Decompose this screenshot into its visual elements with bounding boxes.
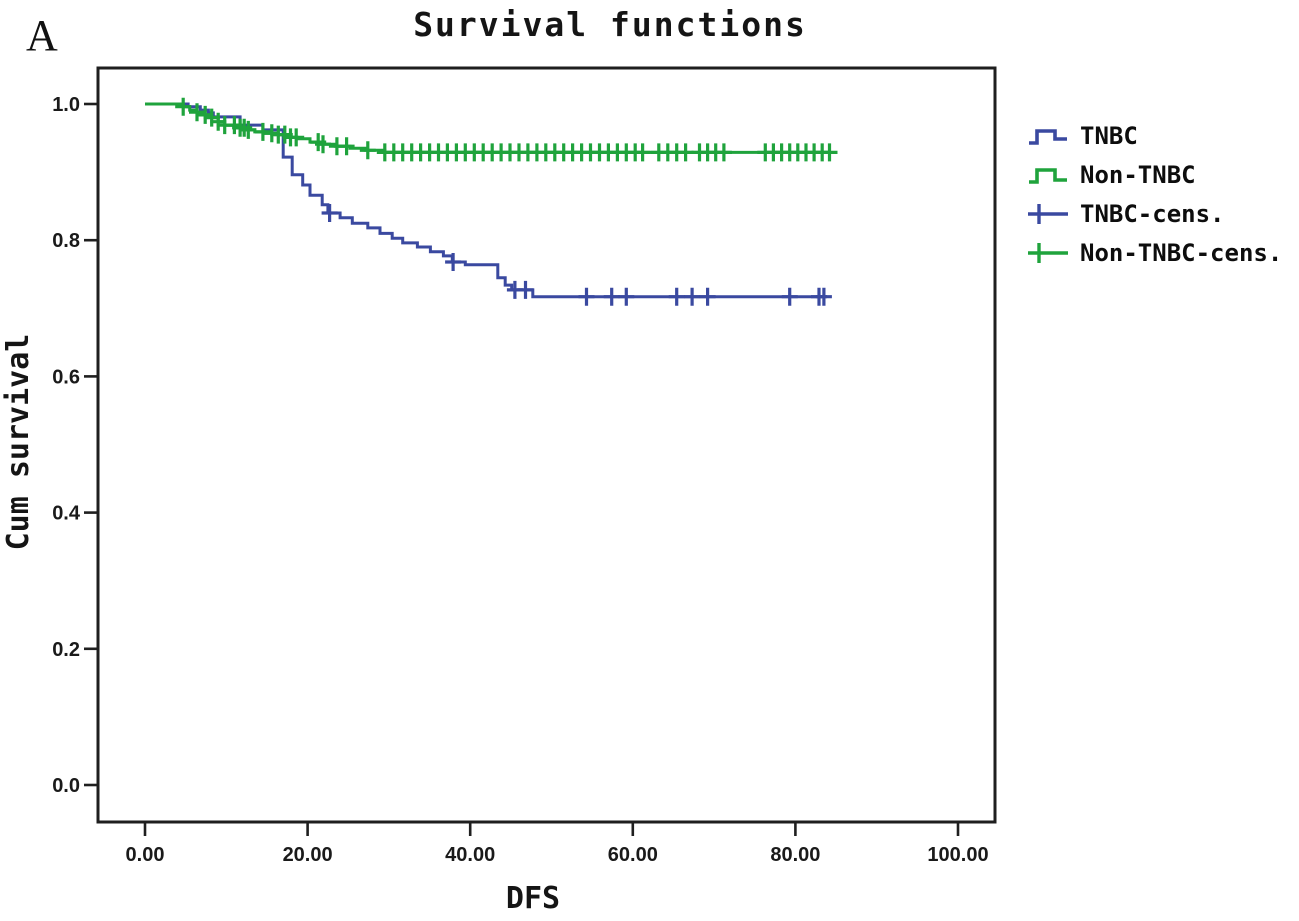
y-tick-label: 0.8 (52, 230, 80, 252)
y-tick-label: 0.6 (52, 366, 80, 388)
y-tick-label: 1.0 (52, 94, 80, 116)
censor-marks (175, 97, 838, 306)
censor-mark-non-tnbc (821, 143, 838, 162)
legend-label: TNBC (1080, 122, 1138, 150)
censor-mark-non-tnbc (359, 141, 376, 160)
y-axis-title: Cum survival (1, 334, 36, 551)
legend-item-non-tnbc: Non-TNBC (1026, 161, 1282, 189)
x-axis-ticks: 0.00 20.00 40.00 60.00 80.00 100.00 (126, 822, 989, 866)
censor-plus-icon (1028, 243, 1068, 263)
survival-curve-tnbc (145, 102, 825, 299)
legend-item-tnbc: TNBC (1026, 122, 1282, 150)
censor-mark-non-tnbc (189, 103, 205, 122)
x-tick-label: 80.00 (770, 844, 820, 866)
y-tick-label: 0.4 (52, 503, 81, 525)
censor-mark-non-tnbc (338, 137, 355, 156)
censor-mark-non-tnbc (634, 143, 651, 162)
censor-mark-non-tnbc (240, 120, 257, 139)
censor-mark-non-tnbc (715, 143, 732, 162)
x-tick-label: 20.00 (283, 844, 333, 866)
censor-mark-non-tnbc (677, 143, 694, 162)
legend-item-tnbc-cens: TNBC-cens. (1026, 200, 1282, 228)
censor-mark-tnbc (618, 287, 635, 306)
censor-mark-tnbc (699, 287, 716, 306)
chart-title: Survival functions (413, 5, 807, 44)
y-tick-label: 0.2 (52, 639, 80, 661)
y-axis-ticks: 1.0 0.8 0.6 0.4 0.2 0.0 (52, 94, 98, 797)
legend-label: Non-TNBC-cens. (1080, 239, 1283, 267)
x-tick-label: 60.00 (608, 844, 658, 866)
censor-plus-icon (1028, 204, 1068, 224)
plot-frame (96, 66, 997, 824)
x-tick-label: 100.00 (927, 844, 988, 866)
legend-item-non-tnbc-cens: Non-TNBC-cens. (1026, 239, 1282, 267)
censor-mark-tnbc (445, 253, 462, 271)
censor-mark-non-tnbc (288, 128, 305, 147)
x-tick-label: 40.00 (445, 844, 495, 866)
censor-mark-tnbc (668, 287, 685, 306)
censor-mark-tnbc (684, 287, 701, 306)
panel-label: A (26, 11, 58, 60)
censor-mark-tnbc (603, 287, 620, 306)
censor-mark-tnbc (578, 287, 595, 306)
step-line-icon (1029, 129, 1067, 145)
censor-mark-tnbc (781, 287, 798, 306)
x-axis-title: DFS (506, 881, 560, 916)
y-tick-label: 0.0 (52, 775, 80, 797)
x-tick-label: 0.00 (126, 844, 165, 866)
legend-label: Non-TNBC (1080, 161, 1196, 189)
legend-label: TNBC-cens. (1080, 200, 1225, 228)
step-line-icon (1029, 168, 1067, 184)
legend: TNBC Non-TNBC TNBC-cens. Non-TNBC-cens. (1026, 122, 1282, 278)
censor-mark-tnbc (321, 204, 338, 222)
censor-mark-non-tnbc (315, 135, 331, 154)
censor-mark-non-tnbc (175, 97, 192, 116)
censor-mark-tnbc (815, 287, 832, 306)
censor-mark-tnbc (517, 280, 534, 299)
